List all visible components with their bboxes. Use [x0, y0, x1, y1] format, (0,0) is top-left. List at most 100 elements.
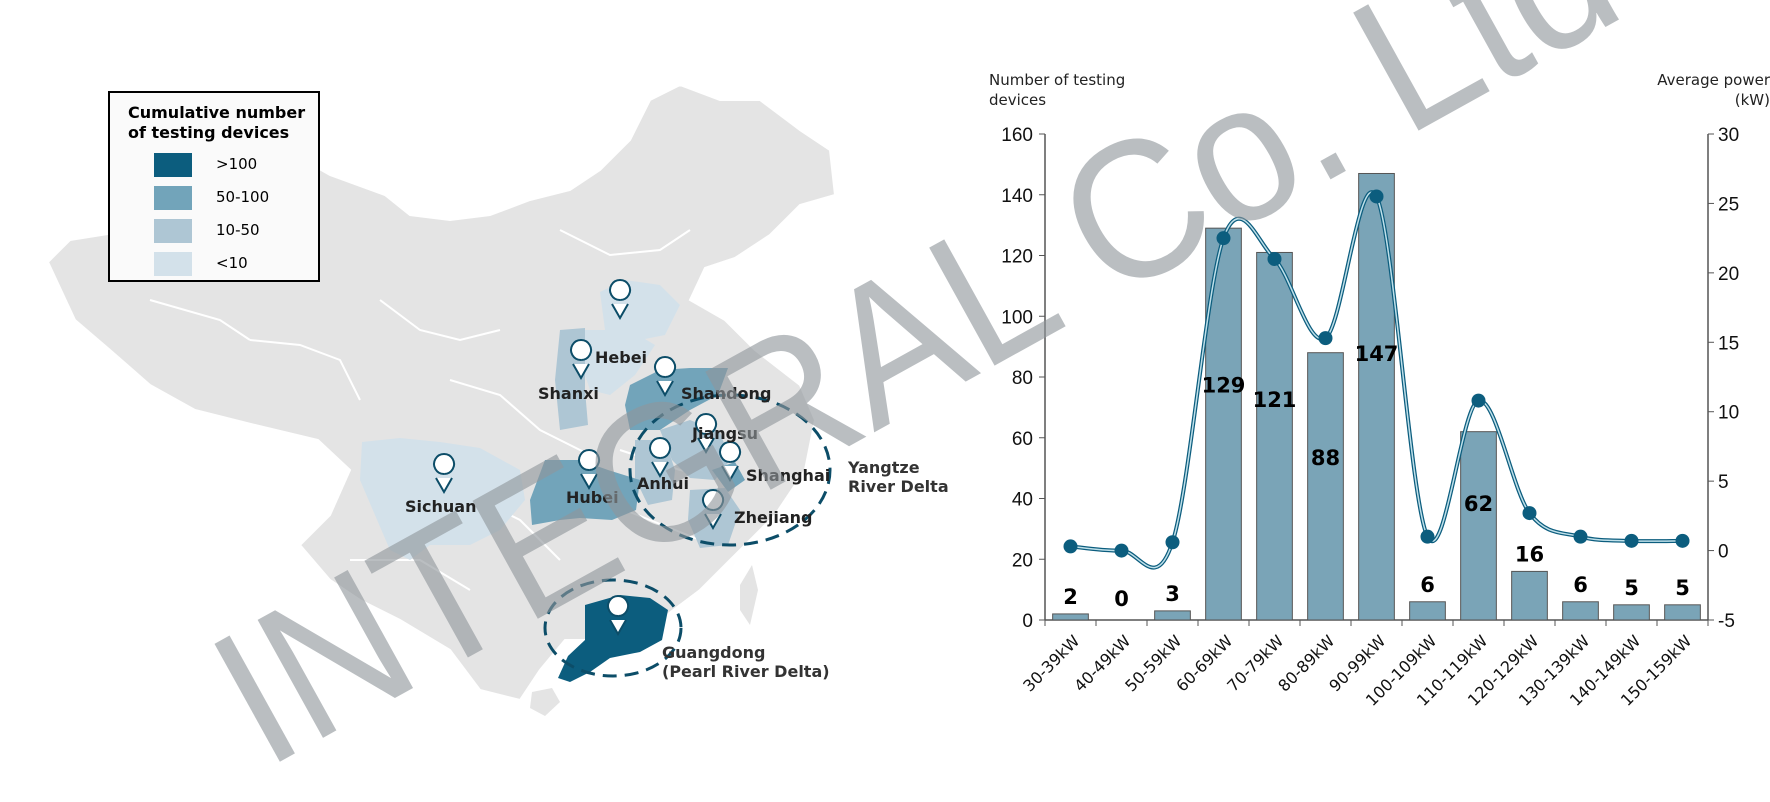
- bar: [1613, 604, 1650, 621]
- pearl-line1: Guangdong: [662, 643, 766, 662]
- y2-tick-label: 30: [1718, 125, 1739, 146]
- bar-data-label: 121: [1253, 388, 1297, 412]
- bar: [1511, 570, 1548, 621]
- label-yangtze-delta: Yangtze River Delta: [848, 458, 949, 496]
- y-tick-label: 20: [1012, 550, 1033, 571]
- bar-data-label: 5: [1624, 576, 1639, 600]
- bar: [1256, 251, 1293, 621]
- legend-item: 50-100: [154, 186, 314, 210]
- legend-label: 10-50: [216, 221, 260, 239]
- bar: [1358, 172, 1395, 621]
- china-map-panel: Cumulative number of testing devices >10…: [46, 83, 949, 716]
- label-pearl-delta: Guangdong (Pearl River Delta): [662, 643, 830, 681]
- y-tick-label: 120: [1001, 247, 1033, 268]
- bar-data-label: 5: [1675, 576, 1690, 600]
- label-zhejiang: Zhejiang: [734, 508, 813, 527]
- legend-swatch: [154, 153, 192, 177]
- legend-item: 10-50: [154, 219, 314, 243]
- y2-tick-label: 0: [1718, 542, 1729, 563]
- label-shanghai: Shanghai: [746, 466, 831, 485]
- pin-icon: [609, 279, 632, 321]
- label-hubei: Hubei: [566, 488, 619, 507]
- y-axis-title: Number of testing devices: [989, 71, 1126, 109]
- pin-icon: [702, 489, 725, 531]
- province-jiangsu: [660, 420, 730, 480]
- y2-tick-label: -5: [1718, 611, 1735, 632]
- legend-label: 50-100: [216, 188, 270, 206]
- taiwan-shape: [740, 565, 758, 625]
- legend-swatch: [154, 186, 192, 210]
- bar: [1460, 431, 1497, 621]
- avg-power-point: [1216, 231, 1231, 246]
- avg-power-point: [1675, 533, 1690, 548]
- bar-data-label: 6: [1420, 573, 1435, 597]
- legend-title: Cumulative number of testing devices: [128, 103, 306, 142]
- yangtze-delta-ellipse: [628, 393, 832, 547]
- hainan-shape: [530, 688, 560, 716]
- bar-data-label: 129: [1202, 374, 1246, 398]
- province-hubei: [530, 460, 640, 525]
- pin-icon: [607, 595, 630, 637]
- label-hebei: Hebei: [595, 348, 648, 367]
- avg-power-point: [1318, 331, 1333, 346]
- pin-icon: [570, 339, 593, 381]
- legend-swatch: [154, 219, 192, 243]
- avg-power-point: [1114, 543, 1129, 558]
- avg-power-point: [1267, 251, 1282, 266]
- y-tick-label: 160: [1001, 125, 1033, 146]
- province-borders: [149, 229, 741, 591]
- label-jiangsu: Jiangsu: [692, 424, 758, 443]
- map-legend: Cumulative number of testing devices >10…: [108, 91, 320, 282]
- y2-axis-title: Average power (kW): [1657, 71, 1770, 109]
- province-shandong: [625, 368, 728, 430]
- avg-power-point: [1624, 533, 1639, 548]
- avg-power-point: [1420, 529, 1435, 544]
- bar: [1154, 610, 1191, 621]
- pin-icon: [649, 437, 672, 479]
- province-guangdong: [558, 595, 668, 682]
- bar-data-label: 6: [1573, 573, 1588, 597]
- bar-data-label: 3: [1165, 582, 1180, 606]
- pin-icon: [433, 453, 456, 495]
- map-pins: [433, 279, 742, 637]
- chart-panel: Number of testing devices Average power …: [960, 0, 1770, 798]
- avg-power-point: [1165, 535, 1180, 550]
- y-tick-label: 100: [1001, 307, 1033, 328]
- y2-tick-label: 20: [1718, 264, 1739, 285]
- bar: [1307, 352, 1344, 621]
- pearl-line2: (Pearl River Delta): [662, 662, 830, 681]
- y-tick-label: 80: [1012, 368, 1033, 389]
- label-shandong: Shandong: [681, 384, 772, 403]
- avg-power-point: [1522, 506, 1537, 521]
- y2-tick-label: 15: [1718, 333, 1739, 354]
- pin-icon: [654, 356, 677, 398]
- legend-item: <10: [154, 252, 314, 276]
- y-tick-label: 140: [1001, 186, 1033, 207]
- y-tick-label: 0: [1022, 611, 1033, 632]
- province-sichuan: [360, 438, 525, 560]
- pin-icon: [719, 441, 742, 483]
- bar: [1664, 604, 1701, 621]
- pearl-delta-ellipse: [543, 578, 683, 678]
- y2-tick-label: 5: [1718, 472, 1729, 493]
- avg-power-point: [1471, 393, 1486, 408]
- province-hebei: [580, 330, 655, 395]
- bar: [1409, 601, 1446, 621]
- bar-data-label: 2: [1063, 585, 1078, 609]
- avg-power-point: [1573, 529, 1588, 544]
- legend-item: >100: [154, 153, 314, 177]
- bar-data-label: 62: [1464, 492, 1493, 516]
- bar: [1052, 613, 1089, 621]
- yangtze-line1: Yangtze: [848, 458, 920, 477]
- y2-tick-label: 25: [1718, 194, 1739, 215]
- avg-power-point: [1369, 189, 1384, 204]
- y2-tick-label: 10: [1718, 403, 1739, 424]
- pin-icon: [695, 413, 718, 455]
- y-tick-label: 40: [1012, 490, 1033, 511]
- bar-data-label: 88: [1311, 446, 1340, 470]
- bar: [1562, 601, 1599, 621]
- legend-label: >100: [216, 155, 258, 173]
- bar-data-label: 16: [1515, 542, 1544, 566]
- bar-data-label: 147: [1355, 342, 1399, 366]
